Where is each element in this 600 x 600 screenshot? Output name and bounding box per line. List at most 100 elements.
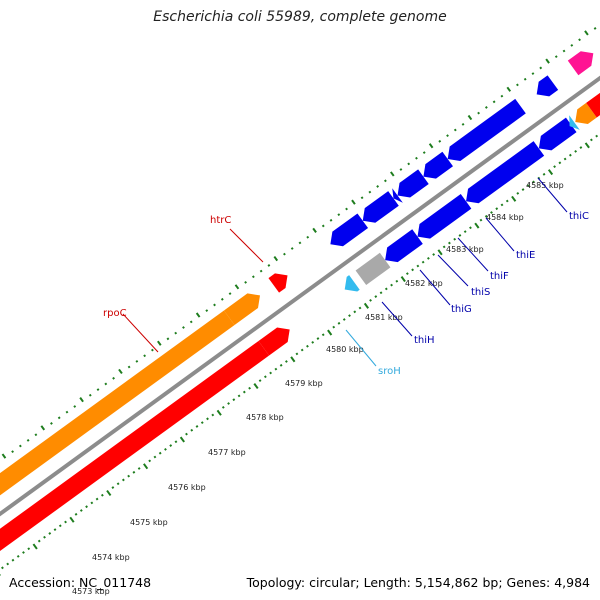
inner-tick [248, 386, 251, 390]
red-right-bar[interactable] [586, 76, 600, 118]
rpoC-red-bar-end[interactable] [258, 322, 295, 356]
outer-tick [428, 143, 434, 149]
rpoC-red-bar[interactable] [0, 340, 270, 574]
tick-label: 4584 kbp [486, 213, 524, 222]
inner-tick [458, 234, 462, 237]
outer-tick [562, 49, 566, 53]
outer-tick [73, 405, 77, 408]
gene-label-sroH[interactable]: sroH [378, 366, 401, 377]
inner-tick [405, 272, 409, 276]
thiE-bar[interactable] [461, 141, 545, 208]
inner-tick [521, 188, 525, 191]
inner-tick [421, 260, 425, 264]
inner-tick [484, 214, 488, 218]
inner-tick [426, 256, 430, 260]
inner-tick [363, 302, 370, 309]
inner-tick [116, 482, 120, 486]
outer-tick [166, 337, 170, 341]
inner-tick [442, 245, 446, 249]
tick-label: 4574 kbp [92, 553, 130, 562]
inner-tick [316, 337, 320, 340]
outer-tick [321, 224, 325, 228]
gene-label-thiF[interactable]: thiF [490, 271, 509, 282]
rpoC-orange-bar-end[interactable] [223, 288, 265, 326]
gene-label-thiS[interactable]: thiS [471, 287, 490, 298]
inner-tick [342, 318, 346, 321]
outer-tick [96, 388, 100, 391]
sroH-bar[interactable] [339, 275, 360, 297]
inner-tick [547, 169, 554, 176]
inner-tick [221, 405, 225, 409]
thiF-bar[interactable] [412, 194, 472, 244]
inner-tick [374, 295, 378, 298]
inner-tick [164, 447, 167, 451]
inner-tick [558, 161, 562, 165]
outer-tick [40, 425, 46, 431]
thiC-outer-bar[interactable] [442, 98, 526, 166]
thiH-outer-bar[interactable] [325, 213, 369, 251]
gene-label-rpoC[interactable]: rpoC [103, 308, 127, 319]
gene-label-leader [122, 313, 159, 353]
inner-tick [232, 398, 236, 402]
outer-tick [539, 66, 543, 70]
inner-tick [263, 375, 267, 379]
orange-right-bar[interactable] [570, 102, 597, 129]
inner-tick [511, 195, 517, 202]
outer-tick [220, 297, 224, 301]
inner-tick [495, 207, 499, 211]
inner-tick [584, 142, 590, 149]
inner-tick [74, 512, 78, 516]
gene-label-leader [485, 217, 515, 252]
inner-tick [553, 165, 556, 169]
outer-tick [506, 86, 512, 92]
outer-tick [135, 359, 139, 363]
inner-tick [505, 199, 509, 203]
inner-tick [69, 516, 75, 523]
inner-tick [542, 172, 546, 176]
pink-right-bar[interactable] [567, 46, 599, 76]
outer-tick [112, 376, 115, 380]
genome-summary: Topology: circular; Length: 5,154,862 bp… [246, 575, 590, 590]
inner-tick [568, 153, 572, 157]
outer-tick [26, 438, 30, 442]
rpoC-orange-bar[interactable] [0, 310, 235, 537]
tick-label: 4583 kbp [446, 245, 484, 254]
thiF-outer-bar[interactable] [392, 169, 429, 202]
inner-tick [242, 390, 246, 394]
outer-tick [360, 196, 364, 200]
gene-label-thiE[interactable]: thiE [516, 250, 535, 261]
gene-label-htrC[interactable]: htrC [210, 215, 231, 226]
inner-tick [279, 363, 283, 367]
inner-tick [64, 520, 67, 524]
outer-tick [376, 185, 380, 188]
inner-tick [58, 524, 62, 528]
outer-tick [11, 450, 15, 454]
outer-tick [57, 416, 61, 420]
thiC-bar[interactable] [534, 117, 577, 156]
inner-tick [11, 558, 15, 562]
inner-tick [516, 191, 520, 195]
inner-tick [327, 329, 333, 336]
outer-tick [244, 280, 247, 284]
gene-label-thiC[interactable]: thiC [569, 211, 589, 222]
inner-tick [111, 486, 115, 489]
blue-right-arrow[interactable] [531, 75, 559, 101]
thiS-bar[interactable] [380, 229, 423, 267]
thiE-outer-bar[interactable] [418, 151, 453, 184]
outer-tick [531, 72, 535, 75]
outer-tick [118, 368, 123, 375]
inner-tick [384, 287, 388, 291]
inner-tick [348, 314, 351, 318]
htrC-bar[interactable] [268, 268, 292, 293]
gene-label-thiG[interactable]: thiG [451, 304, 472, 315]
inner-tick [227, 402, 230, 405]
outer-tick [446, 134, 449, 138]
inner-tick [206, 417, 209, 421]
gene-label-thiH[interactable]: thiH [414, 335, 435, 346]
thiG-gray-bar[interactable] [355, 252, 391, 286]
inner-tick [448, 241, 451, 245]
outer-tick [407, 162, 411, 166]
thiG-outer-bar[interactable] [357, 191, 399, 228]
